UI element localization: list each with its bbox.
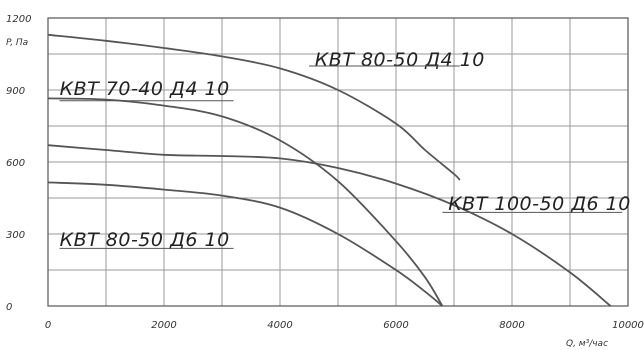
plot-frame	[47, 17, 629, 307]
x-tick-label: 6000	[383, 320, 408, 331]
curve-kvt-80-50-d6	[47, 181, 443, 307]
series-label: КВТ 80-50 Д4 10	[315, 49, 485, 71]
curve-kvt-80-50-d4	[47, 33, 461, 181]
y-axis-title: P, Па	[6, 38, 28, 48]
x-axis-title: Q, м³/час	[566, 339, 608, 349]
y-tick-label: 900	[6, 86, 25, 97]
y-tick-label: 1200	[6, 14, 31, 25]
y-tick-label: 300	[6, 230, 25, 241]
y-tick-label: 600	[6, 158, 25, 169]
x-tick-label: 8000	[499, 320, 524, 331]
series-label: КВТ 80-50 Д6 10	[60, 229, 230, 251]
x-tick-label: 0	[45, 320, 51, 331]
series-label: КВТ 70-40 Д4 10	[60, 78, 230, 100]
y-tick-label: 0	[6, 302, 12, 313]
x-tick-label: 10000	[612, 320, 644, 331]
x-tick-label: 4000	[267, 320, 292, 331]
curves	[47, 33, 612, 307]
series-label: КВТ 100-50 Д6 10	[448, 193, 631, 215]
x-tick-label: 2000	[151, 320, 176, 331]
tick-labels: 0 2000 4000 6000 8000 10000 0 300 600 900 1200	[6, 14, 644, 331]
curve-labels: КВТ 80-50 Д4 10 КВТ 70-40 Д4 10 КВТ 100-50…	[59, 49, 631, 251]
curve-kvt-100-50-d6	[47, 144, 612, 307]
curve-kvt-70-40-d4	[47, 97, 444, 307]
